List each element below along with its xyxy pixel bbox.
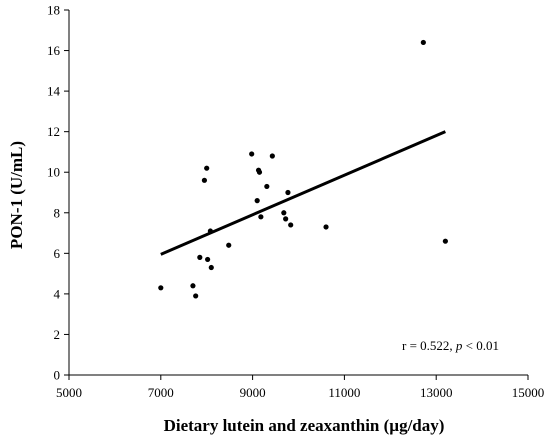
data-point <box>226 242 232 248</box>
data-point <box>197 254 203 260</box>
y-tick-label: 0 <box>54 368 61 383</box>
data-point <box>190 283 196 289</box>
y-tick-label: 4 <box>54 286 61 301</box>
data-point <box>285 189 291 196</box>
x-tick-label: 11000 <box>328 385 360 400</box>
data-point <box>256 169 263 175</box>
x-tick-label: 5000 <box>56 385 82 400</box>
data-point <box>264 183 270 190</box>
x-axis-title: Dietary lutein and zeaxanthin (µg/day) <box>164 416 445 435</box>
data-point <box>323 224 329 230</box>
y-tick-label: 14 <box>47 84 61 99</box>
data-point <box>208 264 214 271</box>
y-tick-label: 16 <box>47 43 61 58</box>
data-point <box>201 177 208 183</box>
data-points <box>158 39 448 299</box>
y-axis-ticks: 0 2 4 6 8 10 12 14 16 18 <box>47 3 69 383</box>
y-axis-title: PON-1 (U/mL) <box>7 141 26 249</box>
data-point <box>283 216 289 222</box>
y-tick-label: 18 <box>47 3 60 18</box>
data-point <box>254 198 260 204</box>
data-point <box>420 39 426 46</box>
data-point <box>269 153 275 159</box>
y-tick-label: 8 <box>54 205 61 220</box>
x-tick-label: 13000 <box>420 385 453 400</box>
y-tick-label: 12 <box>47 124 60 139</box>
data-point <box>288 222 294 228</box>
data-point <box>205 256 211 263</box>
x-tick-label: 7000 <box>148 385 174 400</box>
y-tick-label: 2 <box>54 327 61 342</box>
trendline <box>160 130 446 256</box>
correlation-annotation: r = 0.522, p < 0.01 <box>402 338 499 353</box>
data-point <box>193 293 199 299</box>
x-tick-label: 15000 <box>512 385 545 400</box>
y-tick-label: 10 <box>47 165 60 180</box>
data-point <box>204 165 210 171</box>
x-axis-ticks: 5000 7000 9000 11000 13000 15000 <box>56 375 544 400</box>
data-point <box>442 238 448 244</box>
data-point <box>258 214 264 220</box>
data-point <box>281 210 287 216</box>
data-point <box>158 285 164 291</box>
y-tick-label: 6 <box>54 246 61 261</box>
data-point <box>249 151 255 157</box>
x-tick-label: 9000 <box>240 385 266 400</box>
